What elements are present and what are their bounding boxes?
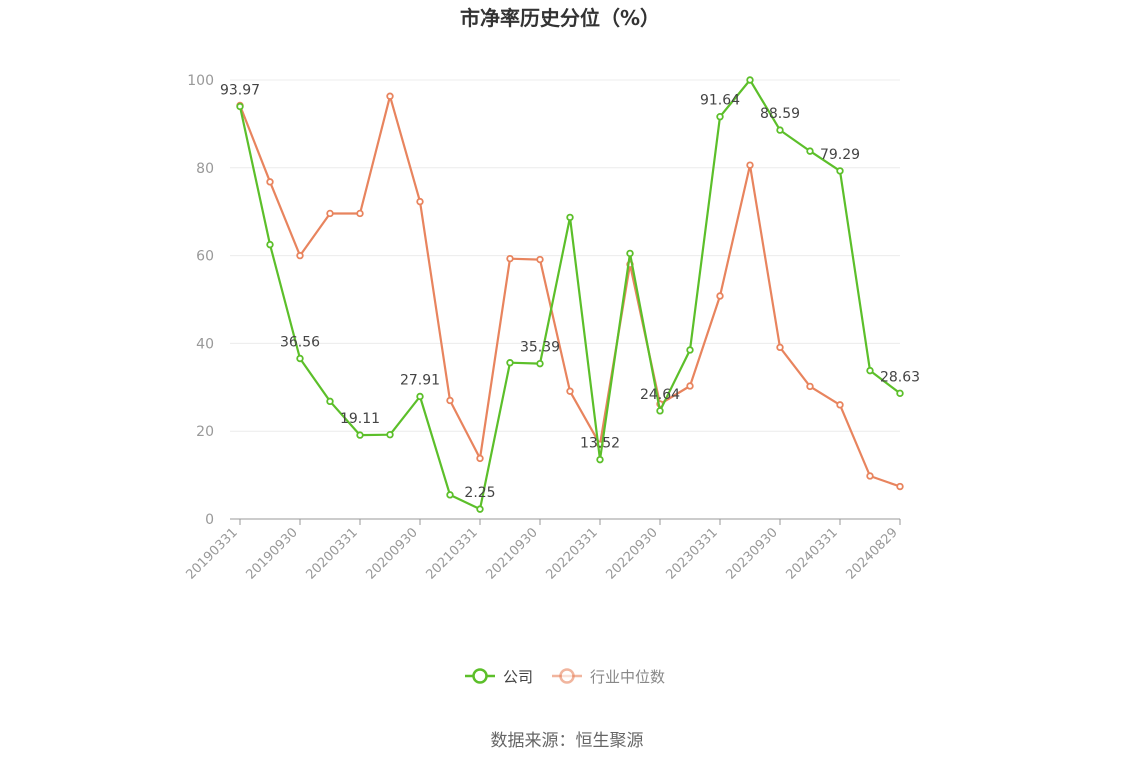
- data-label: 91.64: [700, 93, 740, 109]
- source-note: 数据来源：恒生聚源: [491, 731, 644, 751]
- data-label: 79.29: [820, 147, 860, 163]
- series-point-0: [716, 113, 724, 121]
- x-tick-label: 20190331: [183, 525, 240, 582]
- y-tick-label: 0: [205, 512, 214, 528]
- series-point-1: [326, 209, 334, 218]
- x-tick-label: 20210930: [483, 525, 540, 582]
- series-point-0: [626, 249, 634, 258]
- x-tick-label: 20240829: [843, 525, 900, 582]
- series-point-1: [746, 161, 754, 169]
- x-tick-label: 20200930: [363, 525, 420, 582]
- series-point-0: [836, 167, 844, 175]
- x-tick-label: 20210331: [423, 525, 480, 582]
- series-point-0: [446, 491, 454, 499]
- series-point-0: [416, 392, 424, 401]
- x-tick-label: 20230331: [663, 525, 720, 582]
- series-point-0: [776, 126, 784, 134]
- series-point-0: [866, 366, 874, 375]
- x-tick-label: 20240331: [783, 525, 840, 582]
- series-point-1: [836, 401, 844, 409]
- y-tick-label: 20: [196, 424, 214, 440]
- x-tick-label: 20190930: [243, 525, 300, 582]
- series-line-0: [238, 78, 901, 511]
- x-tick-label: 20200331: [303, 525, 360, 582]
- series-point-0: [596, 455, 604, 464]
- series-point-1: [566, 387, 574, 395]
- data-labels: 93.97 36.56 19.11 27.91 2.25 35.39 13.52 24.64 9…: [220, 82, 920, 501]
- y-tick-label: 40: [196, 336, 214, 352]
- data-label: 27.91: [400, 372, 440, 388]
- y-tick-label: 60: [196, 249, 214, 265]
- y-tick-label: 100: [187, 73, 214, 89]
- series-point-1: [416, 197, 424, 206]
- x-tick-label: 20220331: [543, 525, 600, 582]
- series-point-1: [446, 396, 454, 405]
- series-point-0: [536, 359, 544, 368]
- series-point-0: [476, 505, 484, 513]
- series-point-1: [776, 343, 784, 352]
- series-point-0: [896, 389, 904, 398]
- series-point-0: [806, 147, 814, 155]
- data-label: 88.59: [760, 106, 800, 122]
- legend-label-0: 公司: [503, 668, 533, 686]
- series-point-1: [266, 178, 274, 186]
- series-point-1: [476, 454, 484, 463]
- series-point-1: [536, 255, 544, 264]
- data-label: 19.11: [340, 411, 380, 427]
- series-group: [236, 76, 904, 513]
- data-label: 28.63: [880, 369, 920, 385]
- data-label: 24.64: [640, 387, 680, 403]
- series-point-1: [806, 382, 814, 391]
- chart-title: 市净率历史分位（%）: [460, 6, 660, 30]
- series-point-1: [866, 472, 874, 480]
- series-point-1: [386, 92, 394, 100]
- legend-marker-1: [559, 668, 575, 684]
- legend: 公司 行业中位数: [465, 668, 665, 686]
- x-tick-label: 20220930: [603, 525, 660, 582]
- series-line-1: [238, 95, 901, 488]
- series-point-1: [896, 482, 904, 491]
- grid-lines: [230, 79, 900, 432]
- legend-marker-0: [472, 668, 488, 684]
- series-point-0: [656, 407, 664, 415]
- series-point-0: [746, 76, 754, 84]
- data-label: 13.52: [580, 436, 620, 452]
- series-point-0: [386, 431, 394, 439]
- data-label: 36.56: [280, 335, 320, 351]
- series-point-1: [716, 292, 724, 300]
- data-label: 35.39: [520, 340, 560, 356]
- series-point-1: [686, 382, 694, 390]
- series-point-0: [566, 213, 574, 222]
- series-point-0: [686, 346, 694, 354]
- data-label: 93.97: [220, 82, 260, 98]
- series-point-0: [506, 359, 514, 367]
- series-point-0: [266, 240, 274, 249]
- x-axis: 20190331 20190930 20200331 20200930 20210331…: [183, 518, 901, 583]
- y-tick-label: 80: [196, 161, 214, 177]
- series-point-1: [296, 251, 304, 260]
- series-point-0: [326, 397, 334, 406]
- legend-label-1: 行业中位数: [590, 668, 665, 686]
- series-point-0: [356, 431, 364, 439]
- x-tick-label: 20230930: [723, 525, 780, 582]
- data-label: 2.25: [464, 485, 495, 501]
- series-point-0: [296, 354, 304, 363]
- y-axis-ticks: 0 20 40 60 80 100: [187, 73, 214, 528]
- series-point-0: [236, 102, 244, 111]
- series-point-1: [356, 209, 364, 218]
- series-point-1: [506, 254, 514, 263]
